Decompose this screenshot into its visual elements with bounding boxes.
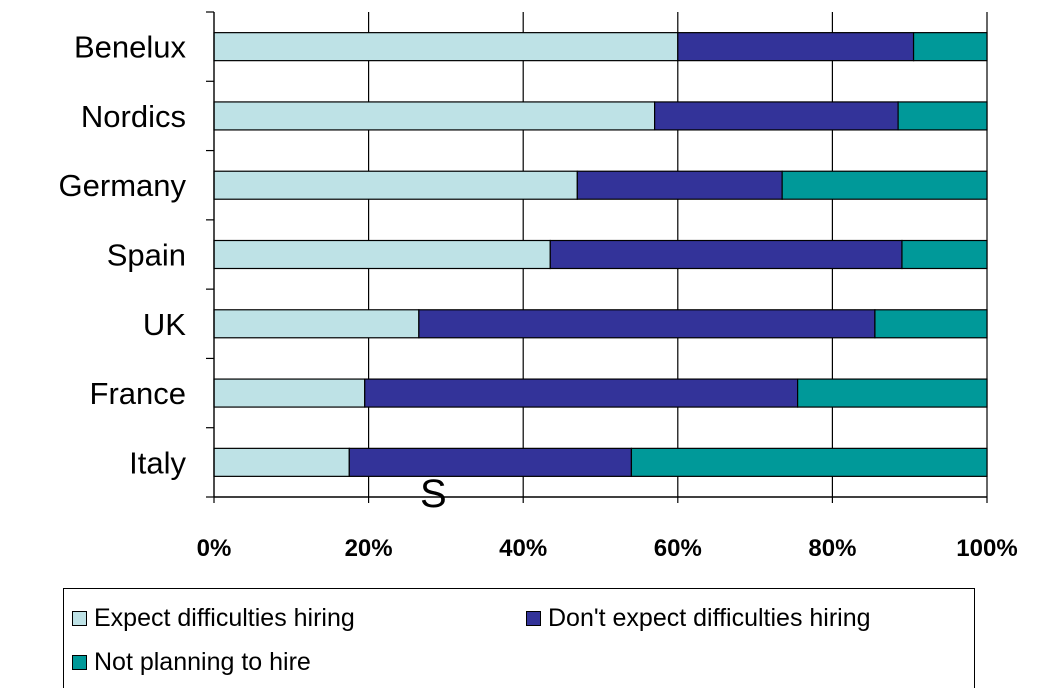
x-tick-labels: 0% 20% 40% 60% 80% 100% [197,535,1018,562]
legend-swatch [526,611,541,626]
legend-label: Don't expect difficulties hiring [548,604,871,632]
bar-segment [912,32,988,62]
bar-segment [213,32,679,62]
legend-swatch [72,655,87,670]
bar-segment [348,447,633,477]
category-label: Spain [107,238,186,273]
bar-segment [897,101,988,131]
bar-segment [418,309,876,339]
category-label: Nordics [81,99,186,134]
bar-segment [213,309,420,339]
bar-segment [677,32,915,62]
legend-label: Expect difficulties hiring [94,604,355,632]
bar-segment [630,447,988,477]
category-label: UK [143,307,186,342]
category-label: Benelux [74,30,187,65]
bar-segment [213,378,366,408]
bar-segment [213,170,578,200]
bar-segment [781,170,988,200]
x-tick-label: 0% [197,535,232,562]
category-label: Germany [59,168,187,203]
bar-segment [797,378,988,408]
bar-segment [874,309,988,339]
legend-item: Not planning to hire [72,648,311,677]
bar-segment [549,239,903,270]
bars [213,32,988,477]
bar-segment [213,239,551,270]
legend-item: Expect difficulties hiring [72,604,355,633]
bar-segment [654,101,899,131]
stray-text: S [420,472,447,516]
x-tick-label: 20% [345,535,393,562]
x-tick-label: 40% [499,535,547,562]
x-tick-label: 100% [956,535,1017,562]
category-labels: Benelux Nordics Germany Spain UK France Italy [59,30,187,481]
x-tick-label: 60% [654,535,702,562]
category-label: France [90,376,186,411]
legend: Expect difficulties hiring Don't expect d… [63,588,975,688]
x-tick-label: 80% [808,535,856,562]
bar-segment [364,378,799,408]
bar-segment [213,447,350,477]
bar-segment [576,170,783,200]
bar-segment [213,101,656,131]
legend-swatch [72,611,87,626]
axes [206,11,988,503]
category-label: Italy [129,445,186,480]
legend-item: Don't expect difficulties hiring [526,604,871,633]
legend-label: Not planning to hire [94,648,311,676]
bar-segment [901,239,988,270]
